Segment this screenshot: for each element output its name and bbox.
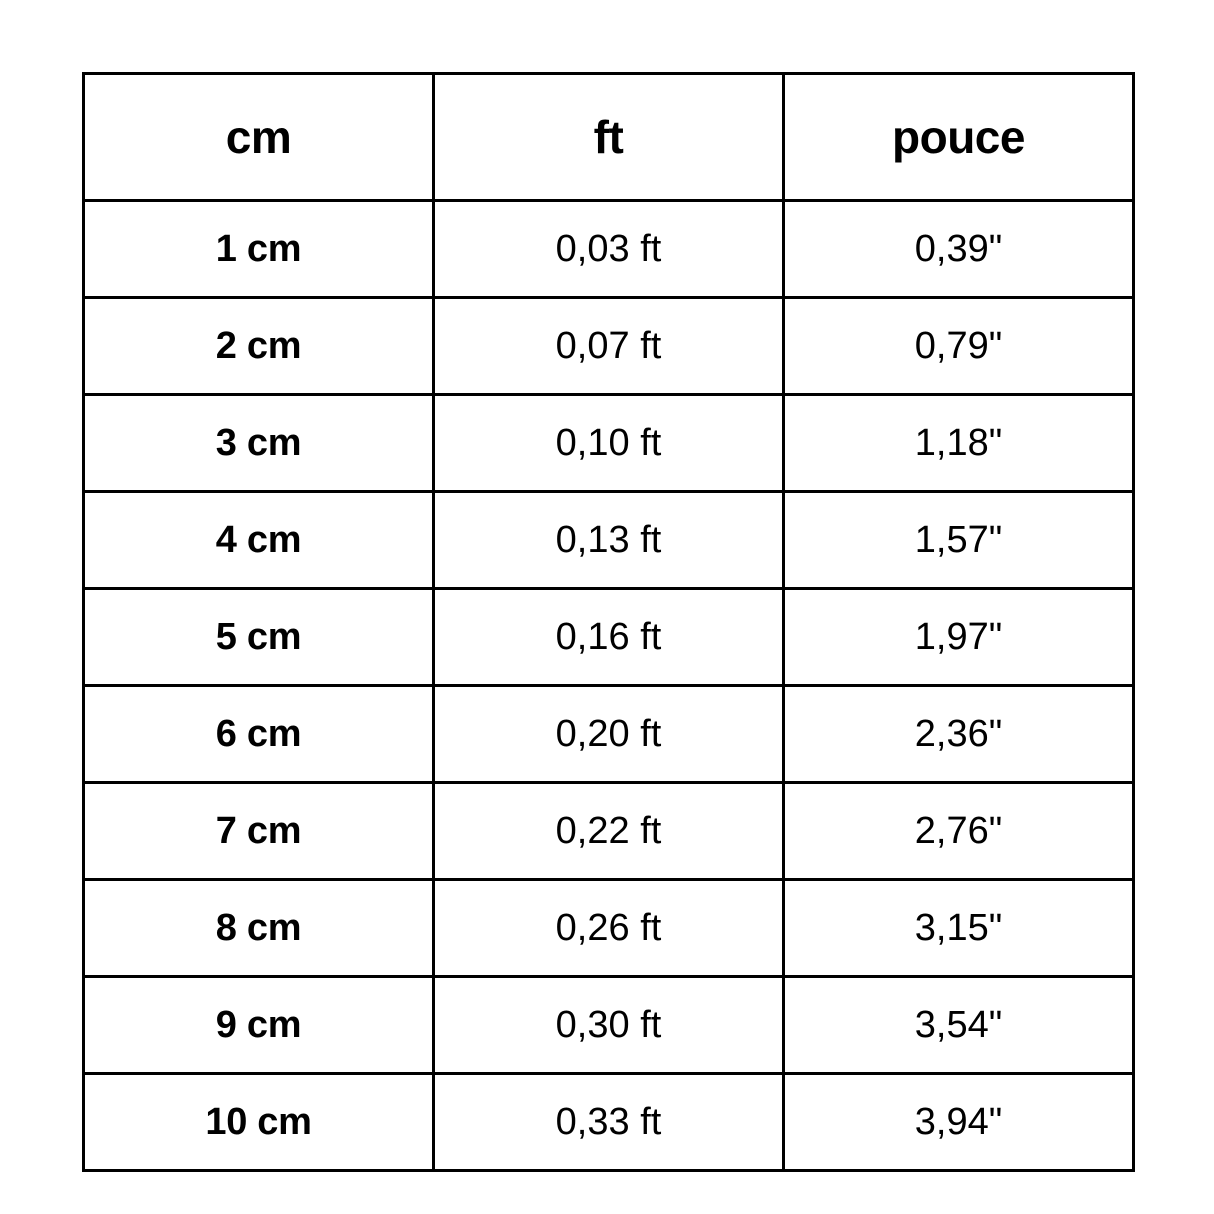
- table-header-row: cm ft pouce: [82, 72, 1135, 202]
- cell-cm: 5 cm: [82, 587, 435, 687]
- table-row: 5 cm 0,16 ft 1,97": [82, 587, 1135, 687]
- cell-ft: 0,10 ft: [432, 393, 785, 493]
- column-header-ft: ft: [432, 72, 785, 202]
- column-header-pouce: pouce: [782, 72, 1135, 202]
- table-row: 10 cm 0,33 ft 3,94": [82, 1072, 1135, 1172]
- cell-ft: 0,07 ft: [432, 296, 785, 396]
- cell-ft: 0,20 ft: [432, 684, 785, 784]
- cell-cm: 10 cm: [82, 1072, 435, 1172]
- cell-pouce: 0,39": [782, 199, 1135, 299]
- table-row: 3 cm 0,10 ft 1,18": [82, 393, 1135, 493]
- cell-pouce: 2,76": [782, 781, 1135, 881]
- table-header: cm ft pouce: [82, 72, 1135, 202]
- table-row: 1 cm 0,03 ft 0,39": [82, 199, 1135, 299]
- table-row: 8 cm 0,26 ft 3,15": [82, 878, 1135, 978]
- cell-ft: 0,13 ft: [432, 490, 785, 590]
- cell-pouce: 3,94": [782, 1072, 1135, 1172]
- table-row: 9 cm 0,30 ft 3,54": [82, 975, 1135, 1075]
- cell-cm: 9 cm: [82, 975, 435, 1075]
- cell-ft: 0,26 ft: [432, 878, 785, 978]
- cell-ft: 0,16 ft: [432, 587, 785, 687]
- column-header-cm: cm: [82, 72, 435, 202]
- cell-pouce: 1,97": [782, 587, 1135, 687]
- table-row: 4 cm 0,13 ft 1,57": [82, 490, 1135, 590]
- conversion-table: cm ft pouce 1 cm 0,03 ft 0,39" 2 cm 0,07…: [82, 72, 1135, 1172]
- table-row: 2 cm 0,07 ft 0,79": [82, 296, 1135, 396]
- cell-pouce: 2,36": [782, 684, 1135, 784]
- cell-cm: 1 cm: [82, 199, 435, 299]
- cell-ft: 0,03 ft: [432, 199, 785, 299]
- cell-pouce: 0,79": [782, 296, 1135, 396]
- cell-ft: 0,30 ft: [432, 975, 785, 1075]
- table-row: 7 cm 0,22 ft 2,76": [82, 781, 1135, 881]
- cell-cm: 3 cm: [82, 393, 435, 493]
- cell-cm: 7 cm: [82, 781, 435, 881]
- cell-cm: 2 cm: [82, 296, 435, 396]
- table-row: 6 cm 0,20 ft 2,36": [82, 684, 1135, 784]
- cell-cm: 6 cm: [82, 684, 435, 784]
- cell-ft: 0,22 ft: [432, 781, 785, 881]
- cell-cm: 8 cm: [82, 878, 435, 978]
- cell-pouce: 3,54": [782, 975, 1135, 1075]
- cell-pouce: 1,57": [782, 490, 1135, 590]
- cell-cm: 4 cm: [82, 490, 435, 590]
- cell-ft: 0,33 ft: [432, 1072, 785, 1172]
- table-body: 1 cm 0,03 ft 0,39" 2 cm 0,07 ft 0,79" 3 …: [82, 199, 1135, 1172]
- cell-pouce: 1,18": [782, 393, 1135, 493]
- cell-pouce: 3,15": [782, 878, 1135, 978]
